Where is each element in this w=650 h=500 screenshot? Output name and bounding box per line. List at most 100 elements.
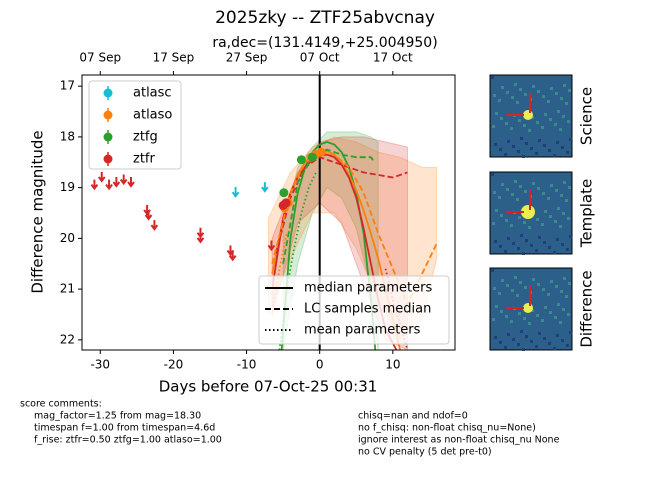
y-tick-label: 17 (60, 79, 75, 93)
cutout-image (489, 74, 573, 158)
noise (550, 87, 553, 90)
noise (498, 196, 501, 199)
noise (520, 137, 523, 140)
comment: no f_chisq: non-float chisq_nu=None) (358, 423, 536, 434)
noise (524, 93, 527, 96)
noise (565, 199, 568, 202)
noise (491, 173, 494, 176)
cutout-label: Difference (578, 270, 596, 347)
x-axis-label: Days before 07-Oct-25 00:31 (159, 378, 378, 396)
upper-limit-marker (90, 179, 99, 191)
noise (492, 318, 495, 321)
noise (559, 321, 562, 324)
comment: timespan f=1.00 from timespan=4.6d (34, 423, 215, 434)
noise (563, 84, 566, 87)
noise (519, 281, 522, 284)
noise (554, 316, 557, 319)
noise (559, 225, 562, 228)
noise (495, 112, 498, 115)
noise (567, 120, 570, 123)
legend-label: ztfr (133, 152, 155, 167)
legend-box (88, 80, 182, 170)
noise (541, 319, 544, 322)
noise (516, 198, 519, 201)
crosshair (506, 93, 531, 116)
noise (536, 121, 539, 124)
legend-label: atlaso (133, 108, 172, 123)
noise (559, 128, 562, 131)
noise (547, 100, 550, 103)
noise (547, 293, 550, 296)
y-tick-label: 20 (60, 231, 75, 245)
noise (530, 340, 533, 343)
noise (504, 250, 507, 253)
noise (493, 287, 496, 290)
noise (517, 247, 520, 250)
noise (520, 234, 523, 237)
noise (537, 187, 540, 190)
noise (543, 337, 546, 340)
noise (523, 221, 526, 224)
y-axis-label: Difference magnitude (29, 130, 47, 293)
cutout-image (489, 267, 573, 351)
noise (548, 149, 551, 152)
noise (498, 99, 501, 102)
noise (567, 313, 570, 316)
top-x-tick-label: 17 Sep (153, 51, 195, 65)
noise (505, 219, 508, 222)
data-point (307, 152, 317, 162)
noise (541, 126, 544, 129)
noise (553, 251, 556, 254)
data-point (316, 147, 326, 157)
noise (500, 310, 503, 313)
noise (555, 189, 558, 192)
noise (523, 317, 526, 320)
upper-limit-marker (196, 232, 205, 244)
noise (501, 183, 504, 186)
noise (530, 244, 533, 247)
noise (507, 333, 510, 336)
chart-subtitle: ra,dec=(131.4149,+25.004950) (212, 35, 437, 51)
legend-label: ztfg (133, 130, 158, 145)
legend-marker (103, 132, 113, 142)
comment: no CV penalty (5 det pre-t0) (358, 447, 492, 458)
legend-label: median parameters (304, 281, 432, 296)
crosshair (506, 286, 531, 309)
noise (494, 143, 497, 146)
noise (569, 235, 572, 238)
noise (528, 322, 531, 325)
noise (507, 140, 510, 143)
noise (535, 249, 538, 252)
noise (549, 118, 552, 121)
noise (518, 312, 521, 315)
noise (494, 240, 497, 243)
noise (561, 146, 564, 149)
noise (562, 212, 565, 215)
noise (542, 288, 545, 291)
noise (549, 311, 552, 314)
noise (512, 145, 515, 148)
noise (544, 306, 547, 309)
noise (538, 236, 541, 239)
noise (522, 252, 525, 255)
upper-limit-marker (228, 250, 237, 262)
noise (499, 341, 502, 344)
noise (524, 190, 527, 193)
noise (524, 286, 527, 289)
noise (511, 289, 514, 292)
upper-limit-marker (112, 177, 121, 188)
legend-label: LC samples median (304, 302, 431, 317)
data-point (279, 188, 289, 198)
noise (538, 139, 541, 142)
upper-limit-marker (144, 210, 153, 221)
x-tick-label: 10 (385, 358, 400, 372)
comment: f_rise: ztfr=0.50 ztfg=1.00 atlaso=1.00 (34, 435, 222, 446)
model-curve (282, 148, 376, 264)
noise (535, 345, 538, 348)
noise (504, 346, 507, 349)
noise (566, 248, 569, 251)
comment: ignore interest as non-float chisq_nu No… (358, 435, 560, 446)
noise (516, 101, 519, 104)
source (523, 110, 533, 120)
chart-title: 2025zky -- ZTF25abvcnay (215, 8, 435, 28)
